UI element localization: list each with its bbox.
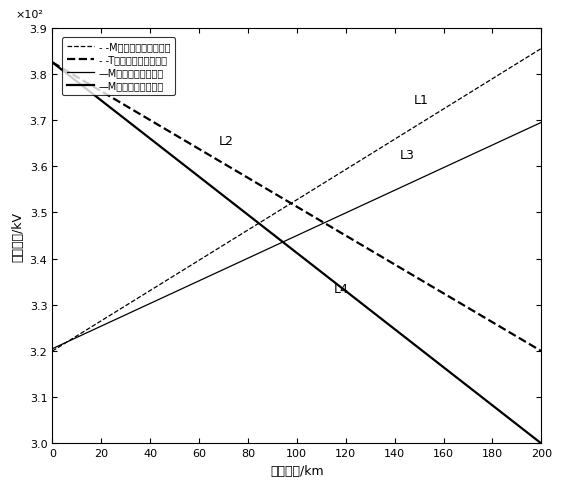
Text: ×10²: ×10²	[16, 10, 43, 20]
Y-axis label: 电压幅値/kV: 电压幅値/kV	[11, 211, 24, 261]
Text: L2: L2	[218, 135, 234, 148]
X-axis label: 沿线距离/km: 沿线距离/km	[270, 464, 324, 477]
Text: L3: L3	[400, 149, 414, 162]
Text: L1: L1	[414, 94, 429, 106]
Text: L4: L4	[333, 283, 348, 296]
Legend: - -M端模拟电压沿线分布, - -T端模拟电压沿线分布, —M侧两点标所得直线, —M侧两点标所得直线: - -M端模拟电压沿线分布, - -T端模拟电压沿线分布, —M侧两点标所得直线…	[62, 38, 175, 96]
